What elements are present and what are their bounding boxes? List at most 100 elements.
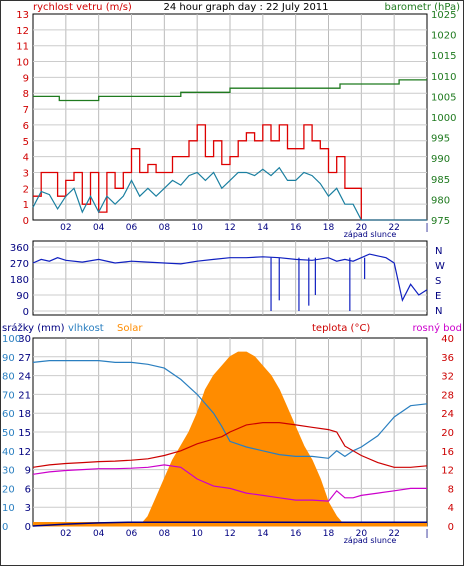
temperature-tick-label: 20: [441, 428, 454, 439]
x-tick-label: 04: [93, 529, 105, 539]
wind-tick-label: 12: [16, 26, 29, 37]
compass-tick-label: N: [435, 306, 442, 317]
pressure-tick-label: 1005: [431, 92, 456, 103]
rain-tick-label: 18: [18, 409, 31, 420]
rain-tick-label: 6: [25, 484, 31, 495]
rain-tick-label: 15: [18, 428, 31, 439]
rain-tick-label: 0: [25, 522, 31, 533]
dewpoint-line: [32, 464, 427, 502]
rain-tick-label: 21: [18, 390, 31, 401]
temperature-tick-label: 36: [441, 353, 454, 364]
humidity-tick-label: 80: [2, 372, 15, 383]
rain-tick-label: 30: [18, 334, 31, 345]
rain-tick-label: 3: [25, 503, 31, 514]
wind-tick-label: 5: [23, 137, 29, 148]
x-tick-label: 22: [388, 529, 399, 539]
humidity-tick-label: 20: [2, 484, 15, 495]
pressure-tick-label: 1025: [431, 10, 456, 21]
direction-tick-label: 0: [23, 307, 29, 318]
x-tick-label: 06: [126, 529, 138, 539]
compass-tick-label: N: [435, 246, 442, 257]
temperature-tick-label: 24: [441, 409, 454, 420]
temperature-tick-label: 0: [448, 522, 454, 533]
sunset-label: západ slunce: [344, 230, 397, 239]
x-tick-label: 12: [224, 223, 235, 233]
direction-tick-label: 90: [16, 291, 29, 302]
x-tick-label: 08: [159, 529, 171, 539]
direction-tick-label: 180: [10, 275, 29, 286]
pressure-line: [33, 79, 427, 102]
x-tick-label: 10: [191, 529, 203, 539]
x-tick-label: 10: [191, 223, 203, 233]
x-tick-label: 12: [224, 529, 235, 539]
wind-tick-label: 1: [23, 200, 29, 211]
x-tick-label: 18: [323, 223, 335, 233]
wind-tick-label: 0: [23, 216, 29, 227]
x-tick-label: 18: [323, 529, 335, 539]
x-tick-label: 02: [60, 223, 71, 233]
humidity-tick-label: 10: [2, 503, 15, 514]
pressure-tick-label: 975: [431, 216, 450, 227]
humidity-tick-label: 0: [2, 522, 8, 533]
x-tick-label: 02: [60, 529, 71, 539]
wind-tick-label: 2: [23, 184, 29, 195]
solar-area: [33, 351, 427, 527]
wind-tick-label: 9: [23, 73, 29, 84]
wind-tick-label: 6: [23, 121, 29, 132]
x-tick-label: 14: [257, 529, 269, 539]
compass-tick-label: E: [435, 291, 441, 302]
x-tick-label: 14: [257, 223, 269, 233]
temperature-tick-label: 4: [448, 503, 454, 514]
x-tick-label: 22: [388, 223, 399, 233]
wind-tick-label: 10: [16, 58, 29, 69]
temperature-tick-label: 32: [441, 372, 454, 383]
humidity-tick-label: 70: [2, 390, 15, 401]
x-tick-label: 06: [126, 223, 138, 233]
temp-humidity-solar-panel: 0369121518212427300102030405060708090100…: [2, 322, 462, 545]
pressure-tick-label: 1000: [431, 113, 456, 124]
wind-direction-line: [32, 253, 428, 303]
x-tick-label: 16: [290, 529, 302, 539]
compass-tick-label: S: [435, 276, 441, 287]
pressure-tick-label: 1010: [431, 72, 456, 83]
humidity-axis-label: vlhkost: [68, 323, 104, 334]
wind-axis-label: rychlost vetru (m/s): [33, 2, 132, 13]
pressure-tick-label: 1020: [431, 31, 456, 42]
x-end-mark: |: [425, 529, 428, 539]
wind-pressure-panel: 0123456789101112139759809859909951000100…: [16, 2, 460, 239]
wind-tick-label: 7: [23, 105, 29, 116]
rain-tick-label: 24: [18, 372, 31, 383]
temperature-line: [32, 422, 428, 468]
temperature-tick-label: 12: [441, 466, 454, 477]
humidity-tick-label: 40: [2, 447, 15, 458]
x-tick-label: 20: [356, 529, 368, 539]
rain-axis-label: srážky (mm): [2, 322, 65, 334]
x-tick-label: 08: [159, 223, 171, 233]
rain-line: [32, 521, 427, 527]
rain-tick-label: 27: [18, 353, 31, 364]
chart-title: 24 hour graph day : 22 July 2011: [163, 2, 328, 13]
pressure-tick-label: 1015: [431, 51, 456, 62]
humidity-line: [32, 360, 428, 459]
temperature-axis-label: teplota (°C): [312, 323, 370, 334]
wind-tick-label: 8: [23, 89, 29, 100]
solar-baseline: [33, 522, 427, 526]
pressure-tick-label: 985: [431, 175, 450, 186]
direction-tick-label: 270: [10, 259, 29, 270]
wind-tick-label: 4: [23, 153, 29, 164]
humidity-tick-label: 90: [2, 353, 15, 364]
humidity-tick-label: 30: [2, 466, 15, 477]
humidity-tick-label: 50: [2, 428, 15, 439]
compass-tick-label: W: [435, 261, 445, 272]
pressure-axis-label: barometr (hPa): [385, 2, 461, 13]
pressure-tick-label: 980: [431, 195, 450, 206]
avg-wind-line: [32, 166, 427, 221]
temperature-tick-label: 8: [448, 484, 454, 495]
pressure-tick-label: 990: [431, 154, 450, 165]
rain-tick-label: 9: [25, 466, 31, 477]
gust-line: [33, 124, 427, 221]
rain-tick-label: 12: [18, 447, 31, 458]
x-tick-label: 16: [290, 223, 302, 233]
